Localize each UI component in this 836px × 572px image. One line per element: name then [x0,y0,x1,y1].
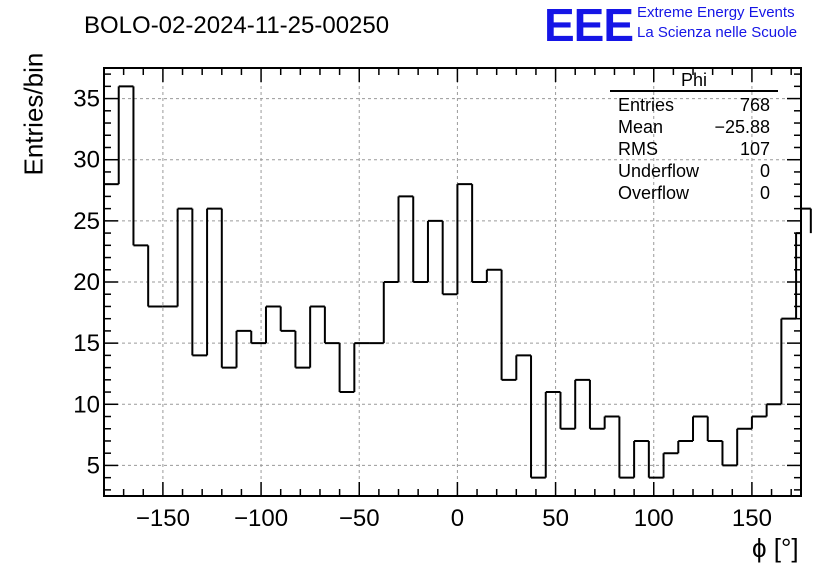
stats-row-underflow: Underflow 0 [610,160,778,182]
histogram-bin [485,268,502,282]
plot-frame [103,67,802,497]
histogram-bin [736,427,752,466]
histogram-bin [176,207,193,307]
histogram-bin [677,439,694,454]
y-tick-label: 5 [87,452,100,479]
histogram-bin [618,416,635,479]
stats-label: RMS [618,139,658,159]
x-tick-label: −50 [339,505,380,532]
histogram-bin [721,440,738,467]
org-name-line1: Extreme Energy Events [637,4,795,21]
stats-row-rms: RMS 107 [610,138,778,160]
x-tick-label: 100 [634,505,674,532]
histogram-bin [692,415,708,441]
histogram-bin [250,330,266,345]
histogram-bin [633,439,649,478]
eee-logo: EEE [544,0,634,51]
stats-value: 0 [759,183,770,203]
histogram-bin [132,86,149,247]
org-name-line2: La Scienza nelle Scuole [637,24,798,41]
x-tick-label: 0 [451,505,464,532]
histogram-bin [801,207,812,234]
stats-value: 0 [759,161,770,181]
x-tick-label: 150 [732,505,772,532]
histogram-bin [544,391,561,478]
histogram-bin [750,415,767,429]
histogram-bin [353,342,370,393]
histogram-bin [515,354,532,380]
y-tick-label: 30 [73,147,100,174]
histogram-bin [426,219,443,282]
x-tick-label: −100 [234,505,288,532]
histogram-bin [780,317,797,405]
histogram-bin [397,195,414,282]
stats-row-overflow: Overflow 0 [610,182,778,204]
stats-value: −25.88 [714,117,770,137]
stats-value: 768 [739,95,770,115]
histogram-bin [235,329,252,368]
stats-label: Overflow [618,183,690,203]
stats-label: Mean [618,117,664,137]
histogram-bin [117,85,134,185]
y-axis-label: Entries/bin [18,52,49,176]
y-tick-label: 25 [73,208,100,235]
histogram-bin [588,379,605,430]
histogram-bin [412,196,428,283]
tick-labels: −150 −100 −50 0 50 100 150 5 10 15 20 25 30 35 [73,86,772,532]
histogram-bin [530,355,546,479]
x-tick-label: 50 [542,505,569,532]
histogram-bin [294,330,311,369]
histogram-bin [500,269,517,381]
histogram-bin [220,208,237,369]
histogram-bin [264,305,281,344]
y-tick-label: 20 [73,269,100,296]
x-axis-label: ϕ [°] [752,533,799,563]
histogram-bin [338,343,355,394]
histogram-bin [647,440,664,479]
axis-ticks [104,68,801,496]
histogram-bin [206,207,222,356]
histogram-bins [104,85,812,479]
x-tick-label: −150 [136,505,190,532]
stats-row-entries: Entries 768 [610,94,778,116]
histogram-bin [456,183,473,295]
stats-box: Phi Entries 768 Mean −25.88 RMS 107 Unde… [610,70,778,204]
stats-row-mean: Mean −25.88 [610,116,778,138]
stats-value: 107 [739,139,770,159]
histogram-bin [765,403,782,417]
histogram-bin [382,281,399,344]
stats-title: Phi [680,70,707,90]
histogram-bin [574,378,590,429]
histogram-bin [559,392,576,430]
stats-label: Underflow [618,161,700,181]
histogram-bin [662,452,679,478]
y-tick-label: 35 [73,86,100,113]
y-tick-label: 15 [73,330,100,357]
histogram-bin [309,305,325,368]
histogram-bin [147,245,163,308]
histogram-bin [279,306,296,332]
histogram-bin [706,416,723,442]
histogram-bin [603,415,620,429]
chart-title: BOLO-02-2024-11-25-00250 [84,12,390,39]
stats-label: Entries [618,95,675,115]
histogram-bin [323,306,340,345]
histogram-bin [441,220,458,296]
y-tick-label: 10 [73,391,100,418]
stats-divider [610,90,778,92]
histogram-bin [471,184,487,283]
histogram-bin [191,208,208,357]
